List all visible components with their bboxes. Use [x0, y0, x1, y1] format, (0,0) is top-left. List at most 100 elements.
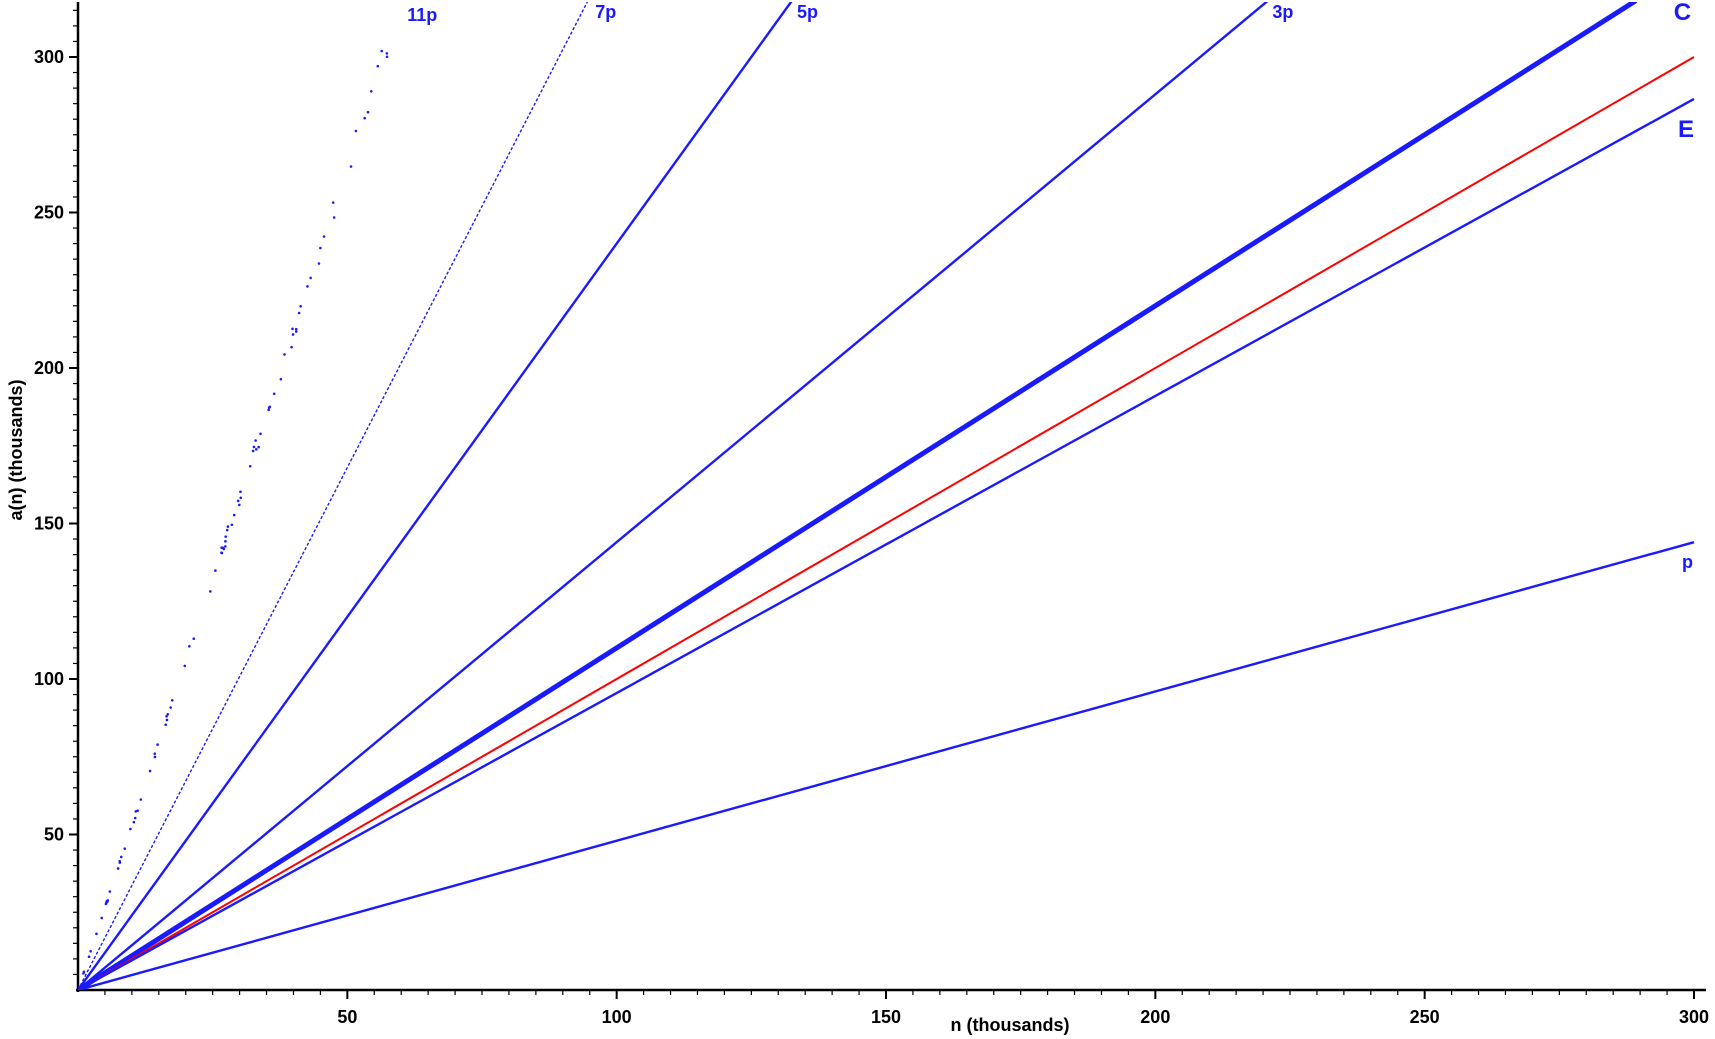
- series-label-E: E: [1678, 116, 1694, 143]
- series-p: [78, 541, 1695, 990]
- x-tick-label: 200: [1140, 1007, 1170, 1027]
- data-point: [354, 129, 358, 133]
- series-3p: [78, 2, 1269, 990]
- data-point: [220, 551, 224, 555]
- y-tick-label: 100: [34, 669, 64, 689]
- data-point: [385, 55, 389, 59]
- data-point: [108, 890, 112, 893]
- data-point: [251, 449, 255, 453]
- data-point: [156, 743, 159, 746]
- series-5p: [78, 2, 793, 990]
- series-7p: [78, 2, 589, 990]
- data-point: [129, 827, 132, 831]
- data-point: [164, 723, 168, 726]
- data-point: [134, 810, 138, 813]
- y-tick-label: 50: [44, 825, 64, 845]
- data-point: [230, 523, 234, 527]
- data-point: [232, 513, 236, 517]
- data-point: [239, 490, 242, 494]
- data-point: [153, 752, 157, 755]
- data-point: [297, 311, 301, 315]
- reference-line: [78, 56, 1695, 990]
- data-point: [366, 110, 370, 114]
- data-point: [290, 345, 293, 349]
- series-label-11p: 11p: [407, 5, 437, 25]
- data-point: [267, 406, 271, 409]
- data-point: [254, 439, 257, 442]
- data-point: [224, 540, 227, 543]
- data-point: [209, 590, 212, 593]
- data-point: [188, 644, 191, 648]
- data-point: [153, 755, 157, 759]
- series-E: [78, 97, 1695, 990]
- x-tick-label: 50: [337, 1007, 357, 1027]
- y-tick-label: 150: [34, 514, 64, 534]
- data-point: [306, 285, 309, 288]
- series-C: [78, 2, 1638, 990]
- data-point: [133, 816, 137, 820]
- data-point: [119, 855, 123, 859]
- data-point: [116, 867, 120, 870]
- data-point: [226, 525, 230, 528]
- x-tick-label: 300: [1679, 1007, 1709, 1027]
- data-point: [294, 330, 298, 333]
- series-label-3p: 3p: [1272, 2, 1293, 22]
- data-point: [148, 769, 152, 773]
- data-point: [169, 706, 172, 709]
- series-label-5p: 5p: [797, 2, 818, 22]
- data-point: [272, 392, 276, 396]
- data-point: [363, 116, 367, 120]
- data-point: [183, 664, 187, 668]
- data-point: [224, 545, 227, 548]
- data-point: [106, 899, 110, 902]
- data-point: [236, 499, 240, 503]
- data-point: [222, 547, 226, 551]
- data-point: [100, 916, 104, 920]
- data-point: [369, 89, 373, 93]
- data-point: [165, 714, 168, 718]
- data-point: [192, 637, 196, 640]
- data-point: [132, 820, 136, 824]
- data-point: [95, 932, 98, 936]
- x-tick-label: 250: [1410, 1007, 1440, 1027]
- data-point: [239, 496, 243, 500]
- data-point: [317, 262, 321, 265]
- series-label-7p: 7p: [595, 2, 616, 22]
- data-point: [331, 201, 335, 204]
- chart-labels: 11p 7p 5p 3p C Ep: [407, 0, 1694, 572]
- data-point: [252, 445, 256, 449]
- y-tick-label: 300: [34, 47, 64, 67]
- x-axis-title: n (thousands): [951, 1015, 1070, 1035]
- data-point: [170, 698, 174, 702]
- data-point: [166, 712, 170, 716]
- x-tick-label: 100: [602, 1007, 632, 1027]
- data-point: [349, 165, 353, 168]
- data-point: [87, 955, 91, 958]
- data-point: [165, 718, 169, 722]
- data-point: [224, 535, 227, 538]
- data-point: [267, 408, 270, 412]
- axes: 50 100 150 200 250 300 50 100 150 200 250 300: [34, 2, 1709, 1027]
- series-11p: [82, 49, 389, 975]
- series-label-C: C: [1674, 0, 1691, 26]
- data-point: [322, 235, 326, 238]
- series-line: [78, 2, 589, 990]
- data-point: [238, 503, 241, 507]
- chart-marks: [78, 2, 1695, 990]
- x-tick-label: 150: [871, 1007, 901, 1027]
- data-point: [104, 902, 108, 906]
- data-point: [283, 353, 286, 356]
- data-point: [319, 246, 322, 250]
- y-tick-label: 250: [34, 203, 64, 223]
- y-axis-title: a(n) (thousands): [6, 380, 26, 521]
- series-label-p: p: [1682, 552, 1693, 572]
- data-point: [309, 276, 312, 280]
- data-point: [380, 49, 384, 53]
- data-point: [259, 432, 262, 436]
- data-point: [385, 52, 389, 55]
- data-point: [118, 860, 122, 863]
- data-point: [89, 949, 92, 953]
- data-point: [139, 798, 143, 801]
